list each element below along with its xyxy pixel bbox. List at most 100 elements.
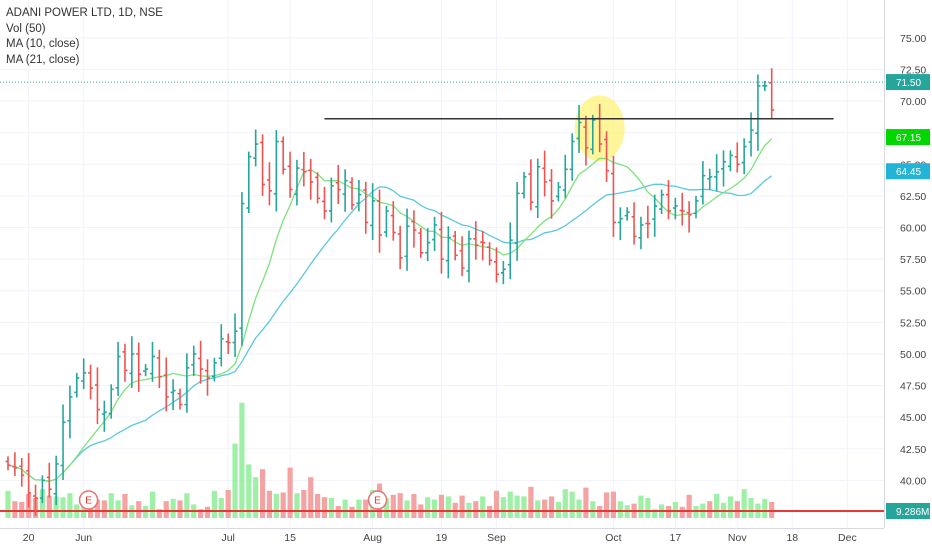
volume-bar	[603, 492, 610, 518]
volume-bar	[122, 494, 128, 518]
volume-bar	[342, 499, 348, 518]
y-tick-label: 42.50	[900, 444, 926, 456]
last-price-badge: 71.50	[886, 74, 930, 91]
event-marker-label: E	[85, 496, 92, 507]
volume-bar	[60, 497, 66, 518]
volume-bar	[438, 494, 445, 518]
ma10-value-badge-text: 67.15	[896, 133, 921, 144]
volume-bar	[473, 501, 479, 518]
y-tick-label: 57.50	[900, 254, 926, 266]
chart-legend: ADANI POWER LTD, 1D, NSE Vol (50) MA (10…	[6, 6, 163, 68]
volume-bar	[218, 498, 224, 518]
volume-bar	[714, 494, 720, 518]
volume-bar	[445, 496, 451, 518]
event-marker-label: E	[374, 496, 381, 507]
volume-value-badge-text: 9.286M	[896, 507, 929, 518]
volume-bar	[590, 501, 596, 518]
volume-bar	[253, 477, 259, 518]
x-tick-label: Jul	[221, 532, 234, 544]
volume-value-badge: 9.286M	[886, 503, 930, 519]
volume-bar	[569, 491, 575, 518]
last-price-badge-text: 71.50	[896, 78, 921, 89]
volume-bar	[535, 500, 541, 518]
volume-bar	[548, 496, 555, 518]
volume-bar	[198, 509, 204, 518]
x-tick-label: Oct	[605, 532, 621, 544]
y-tick-label: 40.00	[900, 475, 926, 487]
y-tick-label: 60.00	[900, 222, 926, 234]
volume-bar	[686, 494, 692, 518]
x-tick-label: 20	[23, 532, 35, 544]
event-marker-circle	[78, 490, 99, 510]
volume-bar	[308, 477, 314, 518]
volume-bar	[638, 495, 644, 518]
volume-indicator-label[interactable]: Vol (50)	[6, 22, 46, 35]
x-tick-label: 15	[284, 532, 296, 544]
volume-bar	[500, 497, 506, 518]
volume-bar	[156, 509, 162, 518]
volume-bar	[273, 494, 279, 518]
volume-bar	[184, 493, 190, 518]
volume-bar	[576, 499, 582, 518]
volume-bar	[280, 492, 286, 518]
last-price-badge-bg	[886, 74, 930, 91]
volume-bar	[108, 493, 114, 518]
y-tick-label: 75.00	[900, 33, 926, 45]
volume-bar	[266, 490, 273, 518]
x-tick-label: 18	[786, 532, 798, 544]
volume-bar	[383, 498, 389, 518]
volume-bar	[328, 498, 334, 518]
volume-bar	[94, 499, 101, 518]
volume-bar	[480, 496, 486, 518]
ma10-indicator-label[interactable]: MA (10, close)	[6, 38, 80, 50]
y-tick-label: 45.00	[900, 412, 926, 424]
volume-bar	[679, 506, 685, 518]
volume-bar	[741, 489, 747, 518]
volume-bar	[459, 495, 465, 518]
y-tick-label: 47.50	[900, 381, 926, 393]
x-tick-label: Aug	[363, 532, 382, 544]
y-tick-label: 70.00	[900, 96, 926, 108]
x-tick-label: Dec	[838, 532, 857, 544]
earnings-event-marker[interactable]: E	[367, 490, 388, 510]
volume-bar	[177, 500, 183, 518]
y-tick-label: 62.50	[900, 191, 926, 203]
x-tick-label: Jun	[75, 532, 92, 544]
volume-bar	[101, 500, 107, 518]
volume-bar	[321, 497, 328, 518]
volume-bar	[542, 499, 548, 518]
volume-bar	[163, 501, 169, 518]
volume-bar	[53, 496, 59, 518]
volume-bar	[727, 496, 733, 518]
volume-bar	[762, 498, 768, 518]
volume-bar	[521, 496, 527, 518]
volume-bar	[232, 443, 238, 518]
x-tick-label: Sep	[487, 532, 506, 544]
volume-bar	[390, 494, 396, 518]
x-tick-label: Nov	[728, 532, 747, 544]
volume-bar	[397, 493, 403, 518]
volume-bar	[356, 499, 362, 518]
earnings-event-marker[interactable]: E	[78, 490, 99, 510]
volume-bar	[431, 499, 438, 518]
volume-bar	[259, 469, 266, 518]
volume-bar	[5, 490, 11, 518]
volume-bar	[411, 494, 417, 518]
volume-bar	[211, 490, 217, 518]
price-bars	[5, 68, 775, 516]
symbol-title[interactable]: ADANI POWER LTD, 1D, NSE	[6, 7, 163, 19]
volume-value-badge-bg	[886, 503, 930, 519]
ma21-indicator-label[interactable]: MA (21, close)	[6, 53, 80, 66]
volume-bar	[46, 495, 52, 518]
volume-bar	[349, 506, 355, 518]
ma21-value-badge-text: 64.45	[896, 167, 921, 178]
volume-bar	[363, 499, 369, 518]
ma21-value-badge-bg	[886, 163, 930, 180]
volume-bar	[246, 464, 252, 518]
volume-bar	[115, 500, 121, 518]
volume-bar	[301, 490, 307, 518]
volume-bar	[239, 402, 245, 518]
volume-bar	[617, 501, 623, 518]
